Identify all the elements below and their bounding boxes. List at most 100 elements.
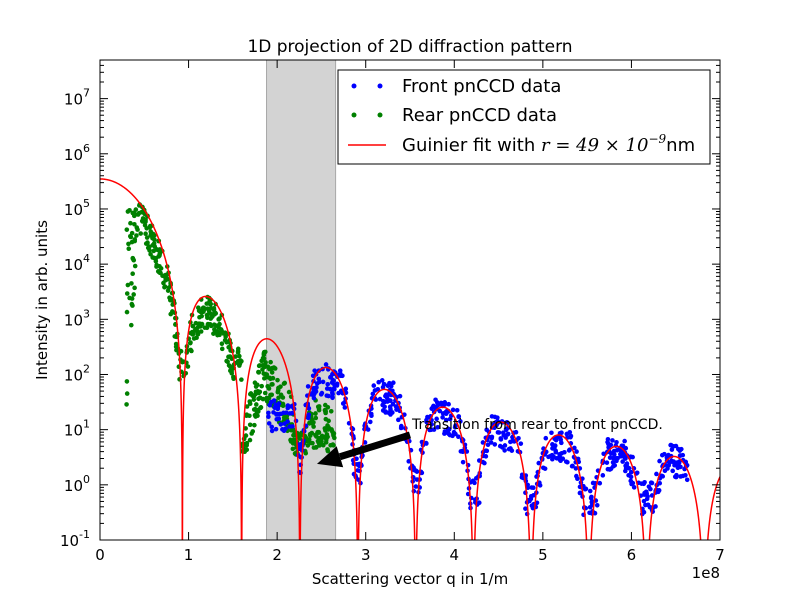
- rear-data-point: [235, 350, 241, 355]
- front-data-point: [330, 394, 335, 400]
- front-data-point: [531, 493, 536, 498]
- front-data-point: [605, 466, 611, 472]
- rear-data-point: [262, 371, 268, 377]
- rear-data-point: [310, 440, 315, 446]
- rear-data-point: [173, 341, 179, 347]
- front-data-point: [594, 502, 600, 508]
- front-data-point: [498, 436, 504, 441]
- rear-data-point: [288, 437, 293, 443]
- rear-data-point: [197, 314, 202, 320]
- rear-data-point: [317, 441, 322, 447]
- front-data-point: [671, 443, 676, 449]
- rear-data-point: [130, 303, 135, 308]
- rear-data-point: [211, 331, 216, 336]
- rear-data-point: [278, 384, 283, 389]
- rear-data-point: [253, 391, 258, 397]
- front-data-point: [653, 504, 658, 509]
- rear-data-point: [131, 292, 136, 297]
- rear-data-point: [258, 405, 264, 410]
- front-data-point: [267, 402, 273, 408]
- rear-data-point: [128, 322, 134, 328]
- front-data-point: [518, 441, 524, 446]
- rear-data-point: [313, 411, 318, 416]
- front-data-point: [354, 462, 360, 467]
- front-data-point: [670, 468, 676, 474]
- front-data-point: [550, 454, 555, 459]
- rear-data-point: [268, 359, 273, 365]
- rear-data-point: [132, 221, 137, 227]
- rear-data-point: [325, 404, 331, 410]
- x-tick-label: 0: [95, 546, 105, 564]
- front-data-point: [536, 460, 542, 466]
- rear-data-point: [219, 346, 225, 352]
- front-data-point: [381, 381, 387, 387]
- front-data-point: [549, 430, 554, 436]
- rear-data-point: [222, 330, 228, 335]
- rear-data-point: [322, 407, 328, 413]
- y-tick-label: 105: [64, 197, 90, 219]
- rear-data-point: [309, 417, 315, 423]
- front-data-point: [370, 391, 376, 397]
- front-data-point: [500, 430, 506, 435]
- rear-data-point: [132, 285, 137, 291]
- rear-data-point: [244, 404, 250, 409]
- front-data-point: [472, 480, 477, 486]
- y-tick-label-exponent: 3: [83, 307, 90, 320]
- y-tick-label: 102: [64, 362, 90, 384]
- rear-data-point: [231, 374, 236, 380]
- front-data-point: [589, 494, 594, 500]
- front-data-point: [553, 449, 559, 455]
- rear-data-point: [247, 401, 253, 407]
- front-data-point: [660, 474, 666, 479]
- front-data-point: [623, 445, 629, 451]
- front-data-point: [343, 386, 349, 392]
- x-tick-label: 1: [184, 546, 194, 564]
- rear-data-point: [309, 430, 315, 436]
- rear-data-point: [148, 251, 153, 257]
- front-data-point: [314, 381, 320, 386]
- front-data-point: [458, 449, 464, 454]
- rear-data-point: [257, 395, 263, 401]
- rear-data-point: [321, 434, 327, 440]
- front-data-point: [497, 443, 503, 449]
- front-data-point: [273, 402, 278, 408]
- rear-data-point: [262, 364, 268, 370]
- y-tick-label-base: 10: [64, 91, 83, 109]
- front-data-point: [502, 443, 508, 448]
- rear-data-point: [311, 424, 316, 429]
- front-data-point: [376, 379, 382, 385]
- rear-data-point: [134, 225, 140, 230]
- rear-data-point: [313, 415, 319, 421]
- front-data-point: [644, 491, 649, 496]
- front-data-point: [424, 419, 430, 425]
- rear-data-point: [204, 312, 210, 318]
- front-data-point: [678, 474, 683, 479]
- annotation-arrow-shaft: [338, 431, 412, 461]
- y-tick-label: 106: [64, 142, 90, 164]
- rear-data-point: [237, 363, 242, 368]
- legend-entry-front: Front pnCCD data: [351, 76, 561, 97]
- legend-fit-math-exponent: −9: [648, 132, 666, 146]
- rear-data-point: [198, 309, 203, 315]
- front-data-point: [431, 404, 437, 409]
- rear-data-point: [188, 347, 193, 353]
- rear-data-point: [305, 443, 311, 448]
- front-data-point: [659, 452, 665, 458]
- rear-data-point: [316, 430, 322, 435]
- rear-data-point: [267, 366, 272, 372]
- front-data-point: [434, 400, 440, 405]
- front-data-point: [624, 461, 630, 466]
- y-tick-label-exponent: 2: [83, 362, 90, 375]
- front-data-point: [305, 384, 311, 389]
- y-tick-label-base: 10: [64, 477, 83, 495]
- rear-data-point: [325, 423, 330, 428]
- front-data-point: [572, 445, 577, 451]
- front-data-point: [654, 471, 659, 477]
- front-data-point: [669, 447, 675, 452]
- front-data-point: [608, 442, 614, 448]
- front-data-point: [398, 425, 404, 431]
- y-tick-label-base: 10: [64, 366, 83, 384]
- front-data-point: [423, 440, 429, 446]
- rear-data-point: [211, 322, 217, 327]
